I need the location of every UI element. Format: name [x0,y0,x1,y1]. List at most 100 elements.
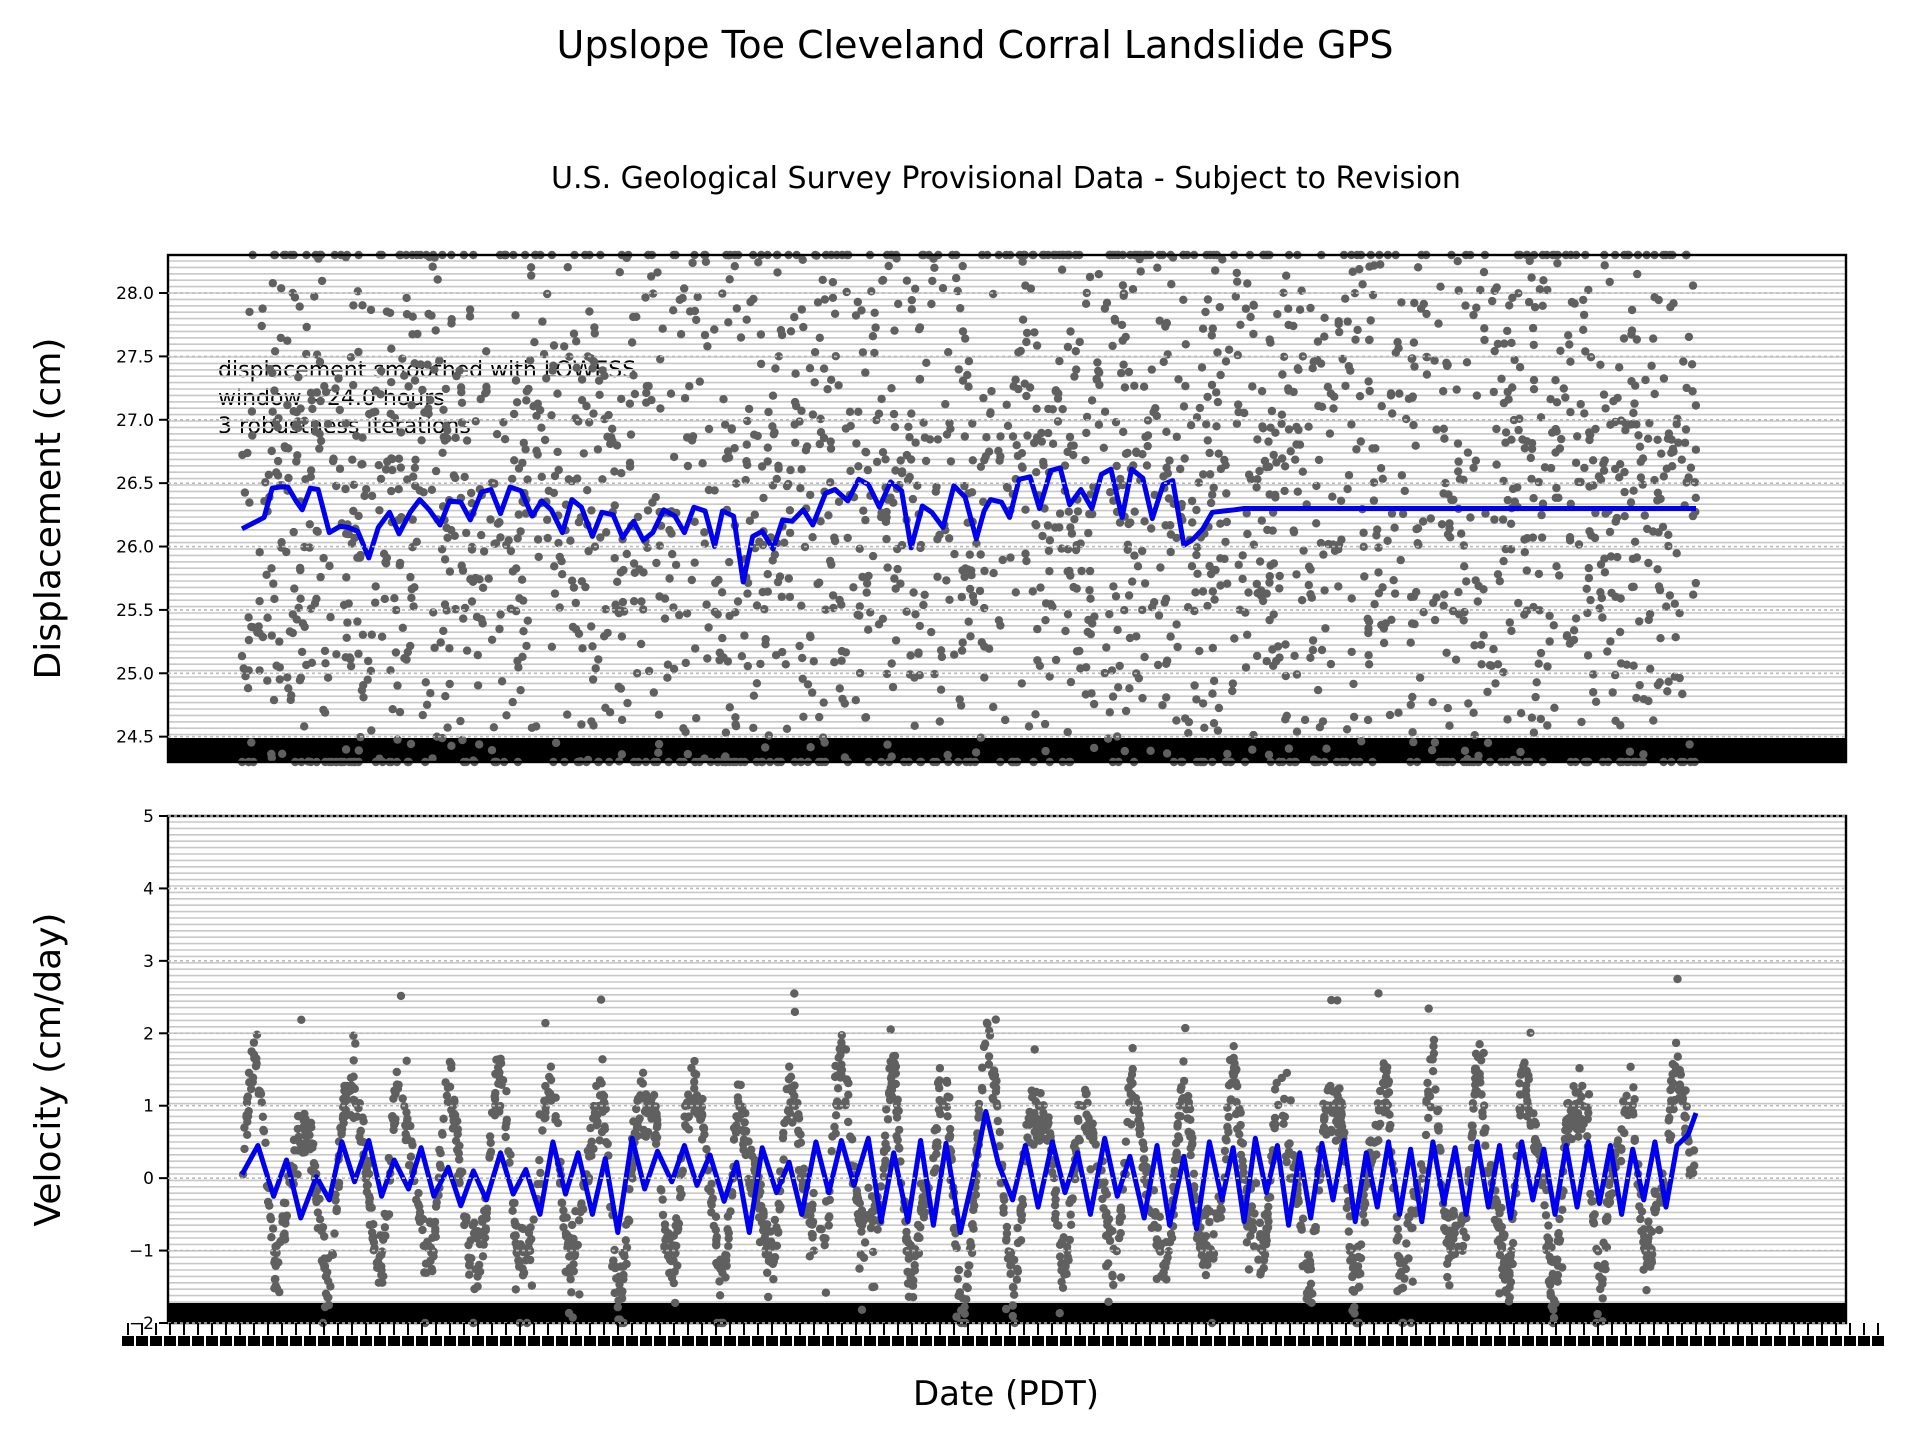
data-point [754,432,762,440]
data-point [524,385,532,393]
data-point [1550,621,1558,629]
data-point [664,661,672,669]
data-point [894,300,902,308]
data-point [1350,713,1358,721]
data-point [1059,405,1067,413]
data-point [1122,1138,1130,1146]
data-point [861,516,869,524]
data-point [926,435,934,443]
data-point [1356,392,1364,400]
data-point [1483,688,1491,696]
data-point [408,401,416,409]
data-point [1225,346,1233,354]
data-point [795,642,803,650]
data-point [1426,1055,1434,1063]
data-point [403,1057,411,1065]
data-point [808,1220,816,1228]
data-point [1616,721,1624,729]
data-point [1436,283,1444,291]
data-point [667,390,675,398]
data-point [726,703,734,711]
data-point [786,593,794,601]
data-point [567,1288,575,1296]
data-point [1380,639,1388,647]
data-point [1285,425,1293,433]
data-point [844,1079,852,1087]
data-point [790,1081,798,1089]
data-point [1500,339,1508,347]
data-point [270,386,278,394]
data-point [1203,393,1211,401]
data-point [665,574,673,582]
data-point [1121,747,1129,755]
data-point [766,1227,774,1235]
data-point [238,652,246,660]
data-point [756,660,764,668]
data-point [303,323,311,331]
data-point [1547,464,1555,472]
data-point [1685,333,1693,341]
data-point [1250,1209,1258,1217]
data-point [1070,441,1078,449]
data-point [575,630,583,638]
data-point [1073,584,1081,592]
data-point [619,598,627,606]
data-point [999,1192,1007,1200]
data-point [1100,444,1108,452]
data-point [986,1031,994,1039]
data-point [1686,1169,1694,1177]
data-point [294,373,302,381]
data-point [740,1128,748,1136]
data-point [1419,517,1427,525]
data-point [448,315,456,323]
data-point [446,680,454,688]
data-point [552,739,560,747]
data-point [826,557,834,565]
data-point [893,565,901,573]
data-point [1067,1211,1075,1219]
data-point [1319,550,1327,558]
data-point [1215,450,1223,458]
data-point [1328,493,1336,501]
data-point [778,648,786,656]
data-point [1374,568,1382,576]
data-point [1052,386,1060,394]
data-point [1312,519,1320,527]
data-point [806,491,814,499]
data-point [1480,268,1488,276]
data-point [894,1136,902,1144]
data-point [270,595,278,603]
data-point [359,631,367,639]
data-point [1088,619,1096,627]
data-point [1287,447,1295,455]
data-point [1616,628,1624,636]
data-point [1143,461,1151,469]
data-point [335,1183,343,1191]
data-point [589,675,597,683]
data-point [407,740,415,748]
data-point [1131,508,1139,516]
data-point [1084,628,1092,636]
data-point [1256,557,1264,565]
data-point [1054,417,1062,425]
data-point [1006,553,1014,561]
data-point [1657,450,1665,458]
data-point [312,1198,320,1206]
data-point [320,1261,328,1269]
data-point [1629,487,1637,495]
data-point [387,487,395,495]
data-point [1013,1276,1021,1284]
data-point [1543,721,1551,729]
data-point [386,309,394,317]
data-point [553,448,561,456]
data-point [1641,511,1649,519]
data-point [434,275,442,283]
data-point [1179,296,1187,304]
data-point [1211,266,1219,274]
data-point [350,481,358,489]
data-point [1516,1090,1524,1098]
data-point [806,364,814,372]
data-point [1585,574,1593,582]
data-point [1018,464,1026,472]
data-point [790,1092,798,1100]
